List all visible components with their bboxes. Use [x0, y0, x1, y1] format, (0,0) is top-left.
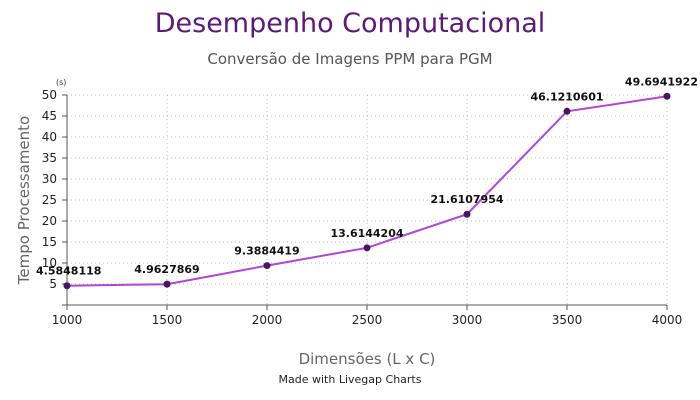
data-label: 21.6107954	[430, 193, 503, 206]
data-labels: 4.5848118 4.9627869 9.3884419 13.6144204 21.…	[36, 75, 698, 277]
x-tick-label: 2500	[352, 313, 383, 327]
data-label: 9.3884419	[234, 245, 299, 258]
data-point[interactable]	[663, 92, 671, 100]
y-tick-label: 5	[49, 277, 57, 291]
chart-footer: Made with Livegap Charts	[278, 373, 422, 386]
data-label: 49.6941922	[625, 75, 698, 88]
grid	[62, 94, 668, 310]
axes	[62, 95, 667, 306]
data-point[interactable]	[563, 107, 571, 115]
y-axis-title: Tempo Processamento	[15, 116, 33, 285]
y-tick-label: 20	[42, 214, 57, 228]
x-axis-title: Dimensões (L x C)	[299, 350, 436, 368]
y-tick-labels: 5 10 15 20 25 30 35 40 45 50	[42, 88, 57, 291]
data-point[interactable]	[163, 280, 171, 288]
x-tick-label: 4000	[652, 313, 683, 327]
y-tick-label: 10	[42, 256, 57, 270]
y-tick-label: 25	[42, 193, 57, 207]
x-tick-label: 1000	[52, 313, 83, 327]
chart-subtitle: Conversão de Imagens PPM para PGM	[207, 50, 493, 68]
x-tick-label: 2000	[252, 313, 283, 327]
y-tick-label: 35	[42, 151, 57, 165]
y-tick-label: 15	[42, 235, 57, 249]
x-tick-label: 1500	[152, 313, 183, 327]
data-label: 4.9627869	[134, 263, 199, 276]
x-tick-label: 3500	[552, 313, 583, 327]
data-point[interactable]	[363, 244, 371, 252]
data-label: 46.1210601	[530, 90, 603, 103]
data-point[interactable]	[463, 210, 471, 218]
x-tick-label: 3000	[452, 313, 483, 327]
x-tick-labels: 1000 1500 2000 2500 3000 3500 4000	[52, 313, 683, 327]
y-tick-label: 30	[42, 172, 57, 186]
y-axis-unit: (s)	[56, 78, 66, 87]
data-label: 4.5848118	[36, 265, 101, 278]
y-tick-label: 40	[42, 130, 57, 144]
y-tick-label: 50	[42, 88, 57, 102]
series	[63, 92, 671, 290]
chart-title: Desempenho Computacional	[154, 8, 546, 39]
data-point[interactable]	[63, 282, 71, 290]
y-tick-label: 45	[42, 109, 57, 123]
data-point[interactable]	[263, 262, 271, 270]
data-label: 13.6144204	[330, 227, 403, 240]
